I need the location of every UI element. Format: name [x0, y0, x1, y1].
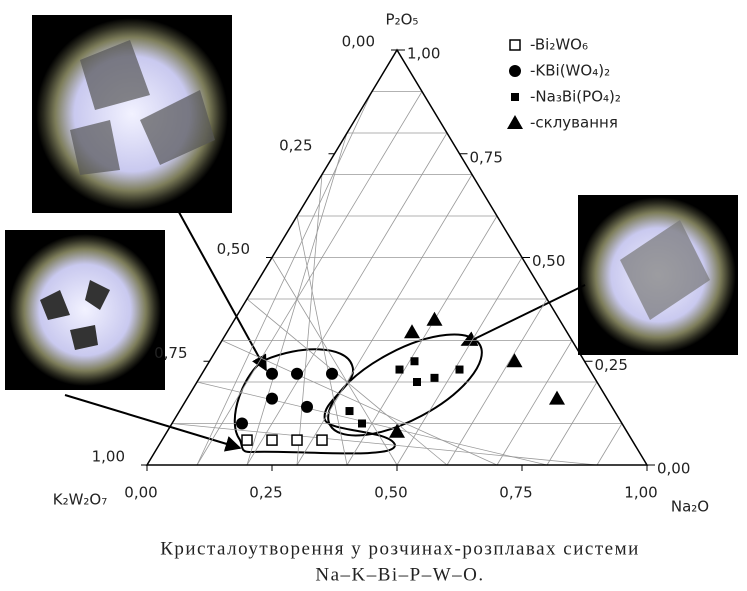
point	[242, 435, 252, 445]
point	[507, 353, 523, 367]
tick-label: 0,25	[249, 484, 282, 502]
grid-line	[272, 258, 397, 466]
grid-line	[222, 341, 497, 466]
point	[404, 324, 420, 338]
tick-label: 0,50	[374, 484, 407, 502]
tick-label: 0,75	[499, 484, 532, 502]
tick-label: 1,00	[407, 45, 440, 63]
point	[396, 366, 404, 374]
vertex-label: Na₂O	[671, 498, 709, 516]
tick-label: 0,00	[342, 33, 375, 51]
caption: Кристалоутворення у розчинах-розплавах с…	[160, 538, 640, 559]
point	[346, 407, 354, 415]
point	[267, 435, 277, 445]
legend-marker	[511, 93, 519, 101]
legend-label: -Na₃Bi(PO₄)₂	[530, 88, 621, 106]
point	[411, 357, 419, 365]
point	[358, 420, 366, 428]
vertex-label: K₂W₂O₇	[53, 491, 108, 509]
caption: Na–K–Bi–P–W–O.	[315, 564, 484, 585]
point	[292, 435, 302, 445]
tick-label: 0,00	[124, 484, 157, 502]
grid-line	[172, 424, 597, 466]
tick-label: 0,25	[595, 356, 628, 374]
tick-label: 1,00	[624, 484, 657, 502]
arrow	[175, 205, 266, 370]
point	[266, 368, 278, 380]
tick-label: 0,75	[470, 148, 503, 166]
tick-label: 0,25	[279, 136, 312, 154]
point	[291, 368, 303, 380]
tick-label: 1,00	[92, 448, 125, 466]
point	[431, 374, 439, 382]
chart: Кристалоутворення у розчинах-розплавах с…	[0, 0, 747, 591]
photos	[5, 15, 738, 390]
grid-line	[597, 424, 622, 466]
point	[413, 378, 421, 386]
tick-label: 0,50	[532, 252, 565, 270]
point	[266, 393, 278, 405]
point	[326, 368, 338, 380]
point	[427, 312, 443, 326]
legend-marker	[507, 115, 523, 129]
tick-label: 0,50	[217, 240, 250, 258]
legend-label: -склування	[530, 114, 618, 132]
legend-marker	[509, 65, 521, 77]
legend-label: -Bi₂WO₆	[530, 36, 588, 54]
tick-label: 0,00	[657, 460, 690, 478]
arrow	[462, 285, 585, 345]
point	[456, 366, 464, 374]
legend-label: -KBi(WO₄)₂	[530, 62, 610, 80]
arrow	[65, 395, 240, 448]
point	[301, 401, 313, 413]
grid-line	[297, 175, 472, 466]
photo-disc	[9, 234, 161, 386]
point	[549, 391, 565, 405]
point	[236, 418, 248, 430]
point	[317, 435, 327, 445]
tick-label: 0,75	[154, 344, 187, 362]
vertex-label: P₂O₅	[386, 11, 419, 29]
legend-marker	[510, 40, 520, 50]
